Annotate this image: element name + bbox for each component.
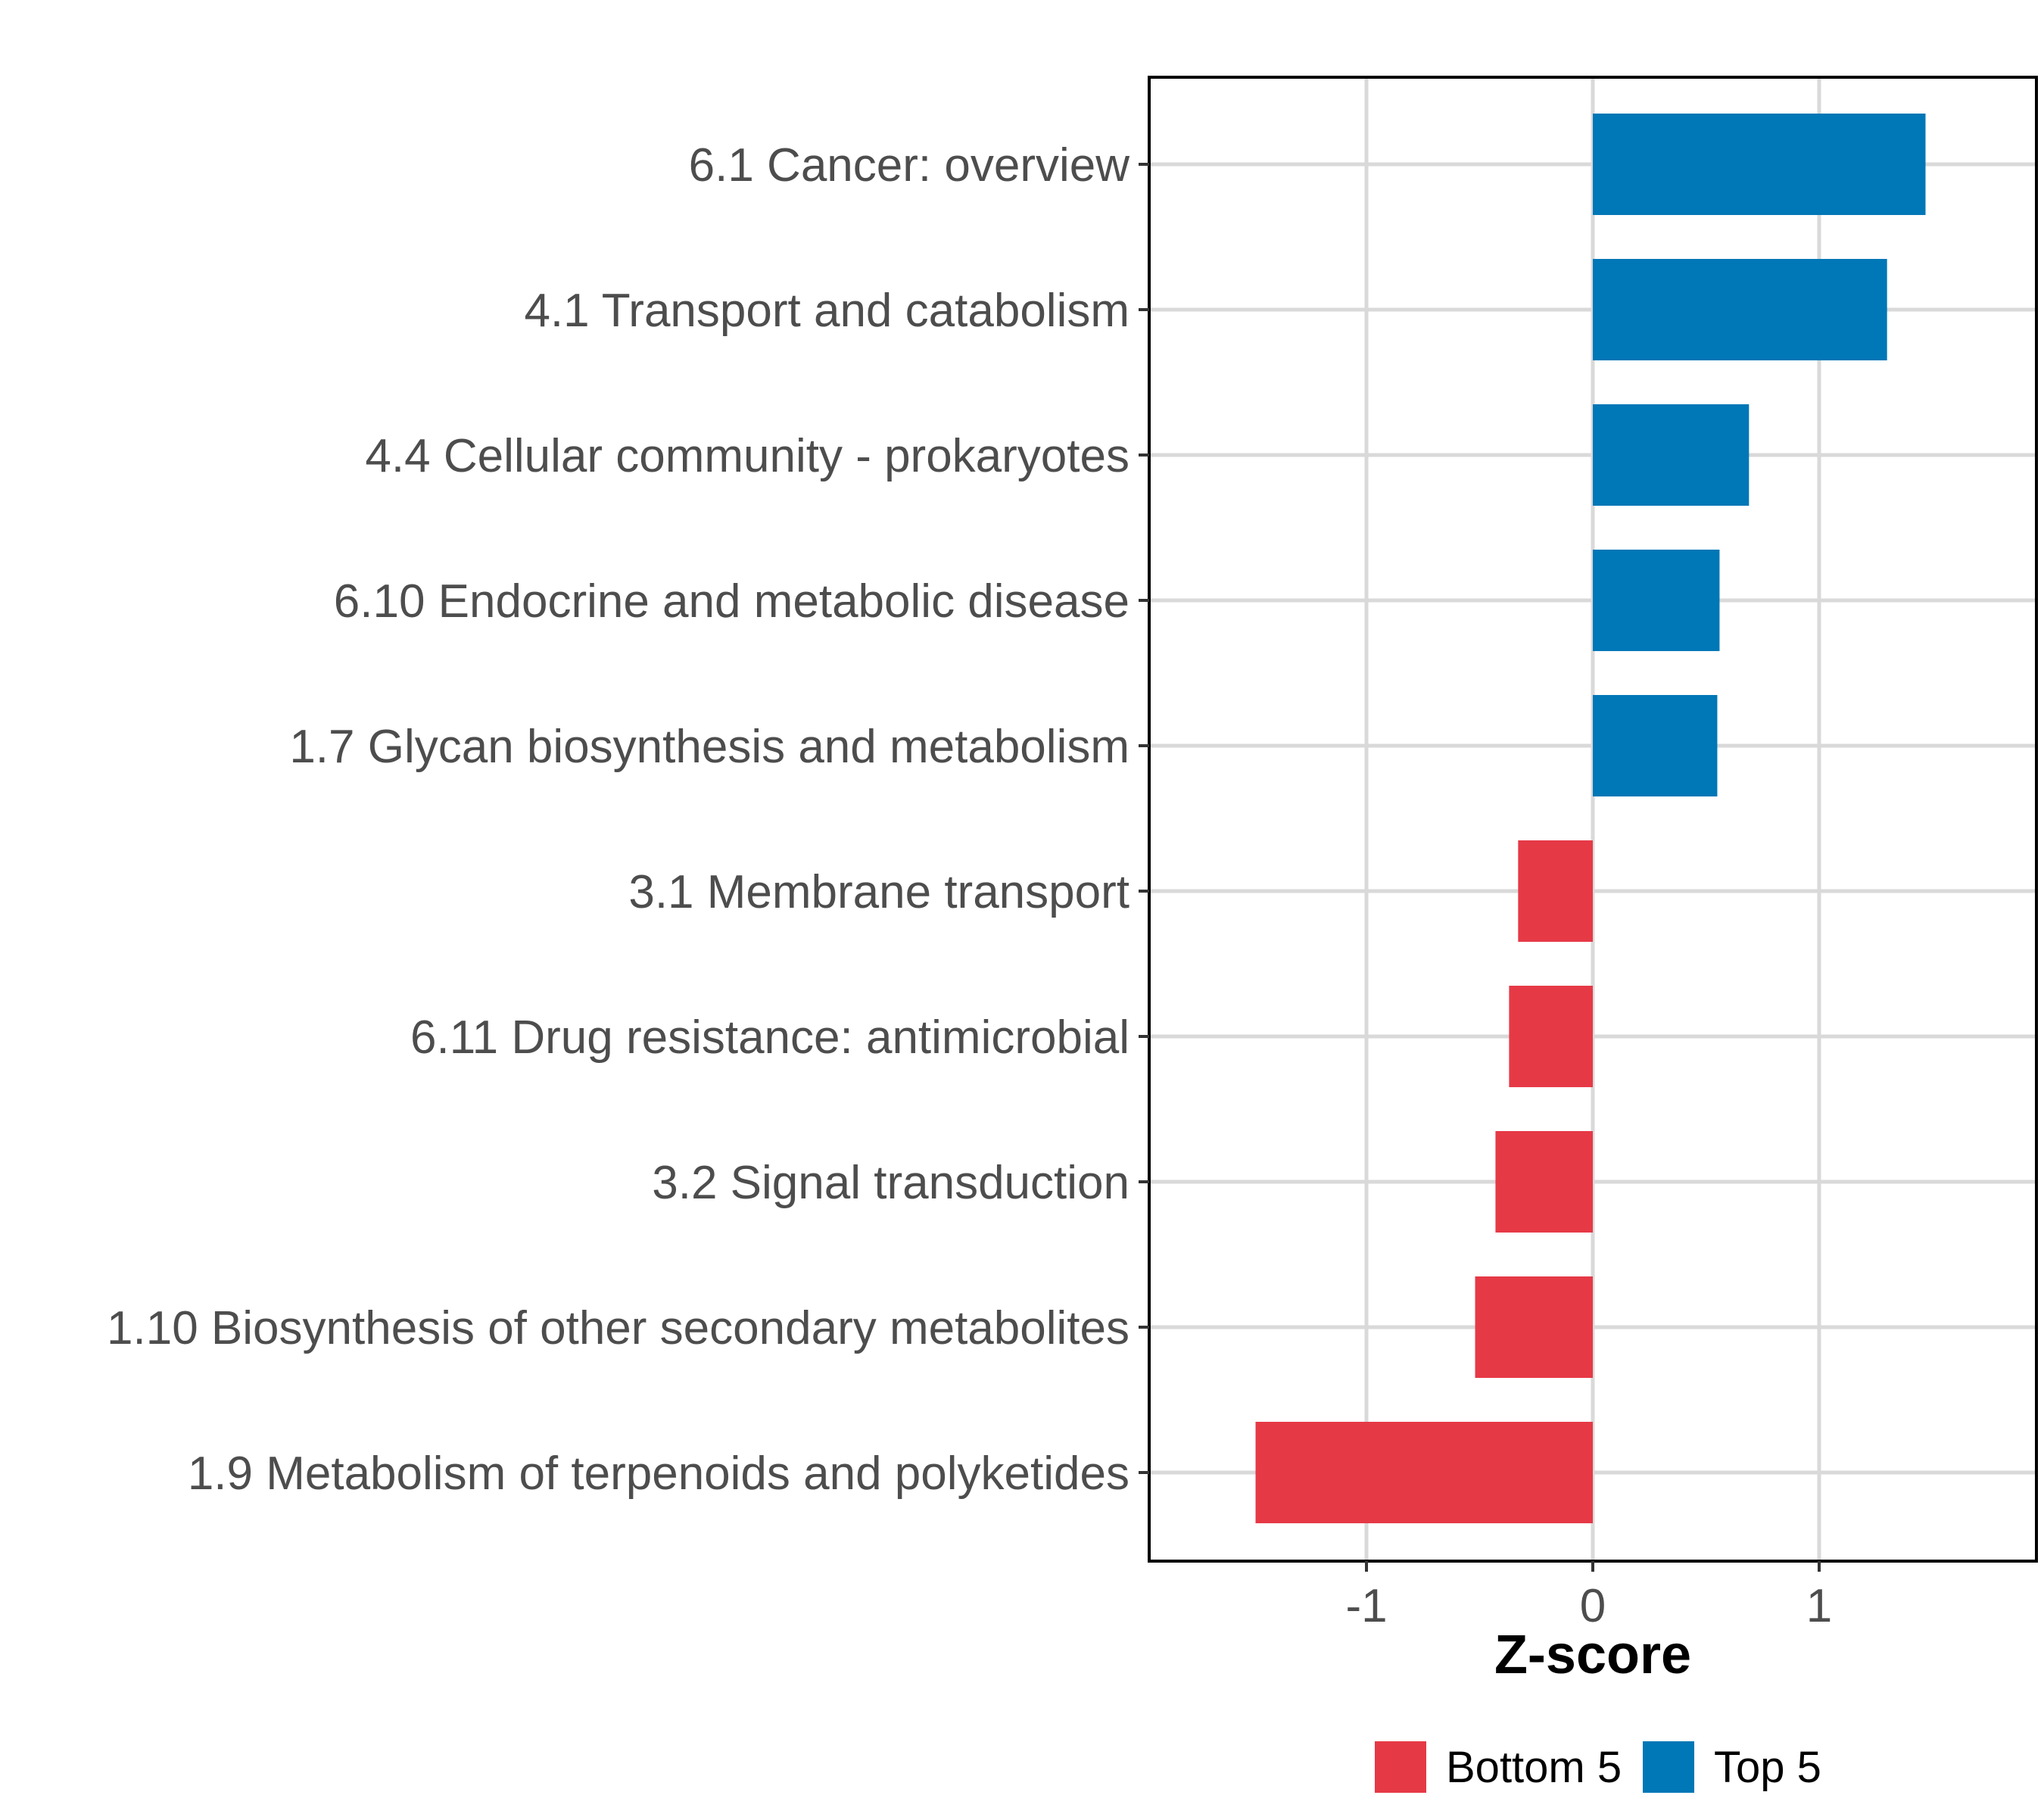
- bar-1-7-glycan-biosynthesis-and-metabolism: [1593, 695, 1718, 796]
- bar-1-10-biosynthesis-of-other-secondary-metabolites: [1475, 1276, 1593, 1378]
- bar-6-1-cancer-overview: [1593, 114, 1926, 215]
- bars: [1255, 114, 1926, 1523]
- x-tick-label: -1: [1345, 1580, 1387, 1632]
- category-label: 4.1 Transport and catabolism: [524, 285, 1129, 337]
- bar-1-9-metabolism-of-terpenoids-and-polyketides: [1255, 1422, 1593, 1523]
- y-axis-ticks: [1139, 163, 1149, 1474]
- x-axis-ticks: [1365, 1561, 1821, 1572]
- category-label: 6.1 Cancer: overview: [689, 139, 1130, 192]
- x-axis-title: Z-score: [1494, 1625, 1691, 1685]
- bar-4-4-cellular-community-prokaryotes: [1593, 404, 1750, 506]
- legend: Bottom 5 Top 5: [1375, 1741, 1821, 1793]
- y-axis-labels: 6.1 Cancer: overview 4.1 Transport and ca…: [107, 139, 1129, 1500]
- bar-4-1-transport-and-catabolism: [1593, 259, 1887, 360]
- category-label: 6.10 Endocrine and metabolic disease: [334, 575, 1129, 628]
- legend-swatch-bottom-5: [1375, 1741, 1426, 1793]
- category-label: 1.7 Glycan biosynthesis and metabolism: [289, 721, 1129, 773]
- category-label: 3.2 Signal transduction: [652, 1157, 1129, 1209]
- bar-6-10-endocrine-and-metabolic-disease: [1593, 550, 1720, 651]
- x-tick-label: 0: [1580, 1580, 1606, 1632]
- category-label: 3.1 Membrane transport: [628, 866, 1129, 918]
- x-tick-label: 1: [1806, 1580, 1832, 1632]
- category-label: 6.11 Drug resistance: antimicrobial: [410, 1011, 1129, 1064]
- legend-label-bottom-5: Bottom 5: [1446, 1743, 1622, 1792]
- category-label: 1.10 Biosynthesis of other secondary met…: [107, 1302, 1129, 1354]
- legend-label-top-5: Top 5: [1714, 1743, 1821, 1792]
- category-label: 1.9 Metabolism of terpenoids and polyket…: [188, 1448, 1129, 1500]
- bar-3-2-signal-transduction: [1495, 1131, 1593, 1233]
- category-label: 4.4 Cellular community - prokaryotes: [365, 430, 1129, 482]
- x-axis-labels: -1 0 1: [1345, 1580, 1832, 1632]
- legend-swatch-top-5: [1643, 1741, 1694, 1793]
- bar-6-11-drug-resistance-antimicrobial: [1509, 986, 1593, 1087]
- bar-3-1-membrane-transport: [1518, 840, 1593, 942]
